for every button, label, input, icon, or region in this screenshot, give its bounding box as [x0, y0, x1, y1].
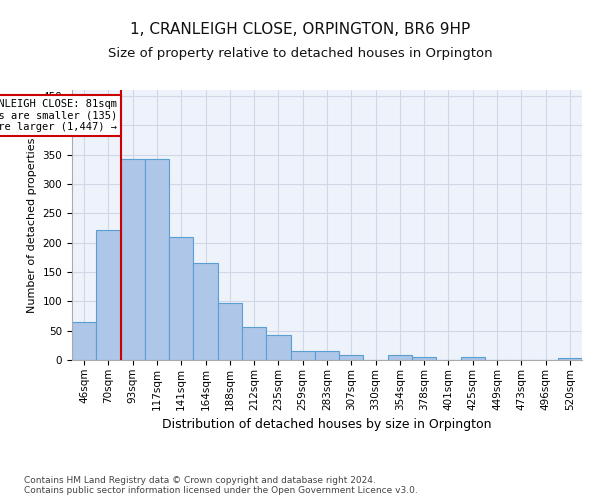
Bar: [121, 158, 145, 360]
Bar: [96, 230, 121, 360]
Bar: [169, 236, 193, 360]
Bar: [218, 303, 242, 360]
Bar: [558, 358, 582, 360]
Bar: [412, 357, 436, 360]
Text: Size of property relative to detached houses in Orpington: Size of property relative to detached ho…: [107, 48, 493, 60]
X-axis label: Distribution of detached houses by size in Orpington: Distribution of detached houses by size …: [162, 418, 492, 431]
Bar: [72, 322, 96, 360]
Text: 1 CRANLEIGH CLOSE: 81sqm
← 9% of detached houses are smaller (135)
91% of semi-d: 1 CRANLEIGH CLOSE: 81sqm ← 9% of detache…: [0, 99, 117, 132]
Bar: [193, 263, 218, 360]
Bar: [339, 356, 364, 360]
Bar: [461, 357, 485, 360]
Bar: [266, 336, 290, 360]
Bar: [145, 158, 169, 360]
Y-axis label: Number of detached properties: Number of detached properties: [27, 138, 37, 312]
Bar: [388, 356, 412, 360]
Bar: [290, 351, 315, 360]
Text: 1, CRANLEIGH CLOSE, ORPINGTON, BR6 9HP: 1, CRANLEIGH CLOSE, ORPINGTON, BR6 9HP: [130, 22, 470, 38]
Text: Contains HM Land Registry data © Crown copyright and database right 2024.
Contai: Contains HM Land Registry data © Crown c…: [24, 476, 418, 495]
Bar: [242, 326, 266, 360]
Bar: [315, 351, 339, 360]
